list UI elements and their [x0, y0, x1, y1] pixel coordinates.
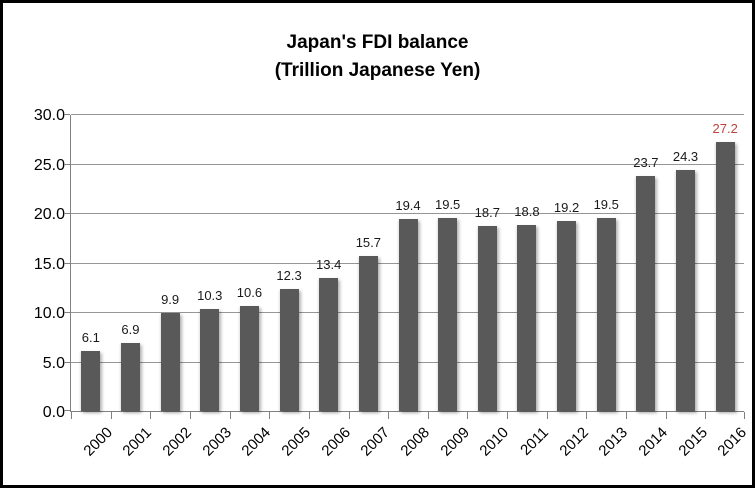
y-axis-label-25.0: 25.0 [33, 156, 65, 174]
y-axis-label-30.0: 30.0 [33, 107, 65, 124]
x-axis-label-2011: 2011 [517, 424, 552, 459]
chart-title-line1: Japan's FDI balance [286, 32, 469, 53]
bar-2013 [596, 217, 616, 411]
x-axis-label-2007: 2007 [357, 424, 394, 460]
bar-2008 [398, 218, 418, 411]
bar-value-label-2016: 27.2 [712, 120, 738, 136]
bar-value-label-2001: 6.9 [121, 321, 140, 337]
bar-value-label-2004: 10.6 [236, 285, 263, 301]
x-axis-tick-6 [309, 412, 310, 419]
y-axis-tick-15.0 [64, 262, 70, 264]
bar-2001 [120, 342, 140, 411]
x-axis-label-2016: 2016 [714, 424, 751, 460]
chart-title: Japan's FDI balance (Trillion Japanese Y… [3, 29, 752, 85]
x-axis-tick-0 [71, 412, 72, 419]
x-axis-label-2001: 2001 [119, 424, 156, 460]
bar-2002 [160, 313, 180, 411]
x-axis-tick-8 [388, 412, 389, 419]
bar-value-label-2008: 19.4 [395, 197, 421, 213]
x-axis-tick-13 [586, 412, 587, 419]
x-axis-tick-1 [111, 412, 112, 419]
bar-2015 [676, 170, 696, 411]
bar-2004 [239, 306, 259, 411]
bar-value-label-2007: 15.7 [355, 234, 381, 250]
chart-title-line2: (Trillion Japanese Yen) [274, 60, 481, 81]
bar-value-label-2013: 19.5 [593, 196, 619, 212]
y-axis-label-5.0: 5.0 [42, 354, 65, 372]
bar-2016 [715, 141, 735, 411]
bar-2012 [557, 220, 577, 411]
gridline-20.0 [71, 213, 744, 214]
x-axis-label-2014: 2014 [635, 424, 671, 460]
x-axis-label-2003: 2003 [199, 424, 235, 460]
bar-2007 [358, 255, 378, 411]
bar-value-label-2003: 10.3 [197, 288, 223, 304]
y-axis-tick-10.0 [64, 312, 70, 313]
x-axis-tick-10 [467, 412, 468, 419]
x-axis-label-2013: 2013 [595, 424, 632, 460]
y-axis-label-15.0: 15.0 [33, 255, 65, 273]
x-axis-tick-15 [666, 412, 667, 419]
bar-value-label-2002: 9.9 [161, 292, 180, 307]
y-axis-tick-5.0 [64, 361, 70, 363]
y-axis-tick-0.0 [64, 410, 70, 411]
bar-value-label-2009: 19.5 [434, 196, 461, 212]
bar-value-label-2015: 24.3 [672, 149, 699, 165]
x-axis-label-2004: 2004 [238, 424, 275, 460]
x-axis-label-2002: 2002 [159, 424, 196, 460]
bar-2005 [279, 289, 299, 411]
bar-value-label-2006: 13.4 [316, 257, 342, 273]
x-axis-tick-2 [150, 412, 151, 419]
y-axis-tick-20.0 [64, 213, 70, 214]
bar-value-label-2012: 19.2 [553, 199, 580, 215]
x-axis-tick-7 [349, 412, 350, 419]
bar-2009 [438, 217, 458, 411]
x-axis-tick-5 [269, 412, 270, 419]
x-axis-tick-11 [507, 412, 508, 419]
x-axis-label-2012: 2012 [555, 424, 592, 460]
x-axis-tick-17 [744, 412, 745, 419]
plot-area: 6.1 6.9 9.9 10.3 10.6 12.3 13.4 15.7 19.4 19.5 18.… [64, 114, 745, 419]
x-axis-label-2010: 2010 [476, 424, 513, 460]
x-axis-tick-16 [705, 412, 706, 419]
bar-value-label-2010: 18.7 [474, 204, 500, 220]
y-axis-tick-30.0 [64, 114, 70, 115]
bar-2003 [200, 309, 220, 411]
bar-2010 [477, 225, 497, 411]
bar-value-label-2011: 18.8 [514, 203, 540, 219]
x-axis-label-2000: 2000 [80, 424, 116, 460]
x-axis-tick-14 [626, 412, 627, 419]
bar-value-label-2000: 6.1 [81, 329, 100, 345]
x-axis-label-2009: 2009 [437, 424, 473, 460]
y-axis-label-20.0: 20.0 [33, 206, 65, 223]
gridline-30.0 [71, 114, 744, 115]
x-axis-label-2008: 2008 [397, 424, 434, 460]
y-axis-tick-25.0 [64, 163, 70, 165]
y-axis-label-0.0: 0.0 [42, 404, 65, 421]
x-axis-tick-9 [428, 412, 429, 419]
x-axis-label-2015: 2015 [674, 424, 711, 460]
x-axis-label-2006: 2006 [318, 424, 354, 460]
x-axis-tick-4 [230, 412, 231, 419]
x-axis-tick-12 [547, 412, 548, 419]
x-axis-tick-3 [190, 412, 191, 419]
bar-value-label-2005: 12.3 [276, 268, 302, 284]
x-axis-label-2005: 2005 [278, 424, 315, 460]
bar-value-label-2014: 23.7 [633, 155, 659, 171]
gridline-25.0 [71, 163, 744, 165]
bar-2006 [319, 278, 339, 411]
bar-2000 [81, 350, 101, 411]
bar-2014 [636, 176, 656, 411]
y-axis-label-10.0: 10.0 [33, 305, 65, 322]
bar-2011 [517, 224, 537, 411]
